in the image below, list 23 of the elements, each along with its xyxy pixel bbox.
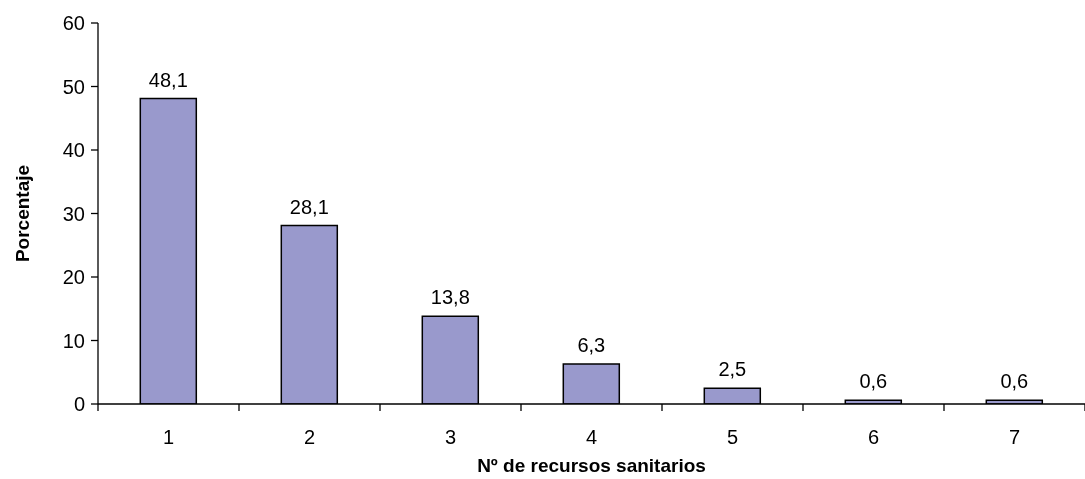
x-tick-label: 7 [1008,426,1021,448]
data-label: 48,1 [148,68,188,91]
y-tick-label: 60 [62,12,85,35]
data-label: 0,6 [1000,370,1029,393]
y-axis-title: Porcentaje [11,164,33,263]
data-label: 2,5 [718,358,747,381]
data-label: 6,3 [577,333,606,356]
x-tick-label: 3 [444,426,457,448]
y-tick-label: 30 [62,202,85,225]
x-tick-label: 2 [303,426,316,448]
y-tick-label: 20 [62,266,85,289]
data-label: 0,6 [859,370,888,393]
data-label: 13,8 [430,286,470,309]
y-tick-label: 10 [62,329,85,352]
y-tick-label: 0 [73,393,85,416]
y-tick-label: 40 [62,139,85,162]
x-tick-label: 5 [726,426,739,448]
x-tick-label: 6 [867,426,880,448]
x-axis-title: Nº de recursos sanitarios [477,454,706,476]
x-tick-label: 4 [585,426,598,448]
y-tick-label: 50 [62,75,85,98]
data-label: 28,1 [289,195,329,218]
x-tick-label: 1 [162,426,175,448]
